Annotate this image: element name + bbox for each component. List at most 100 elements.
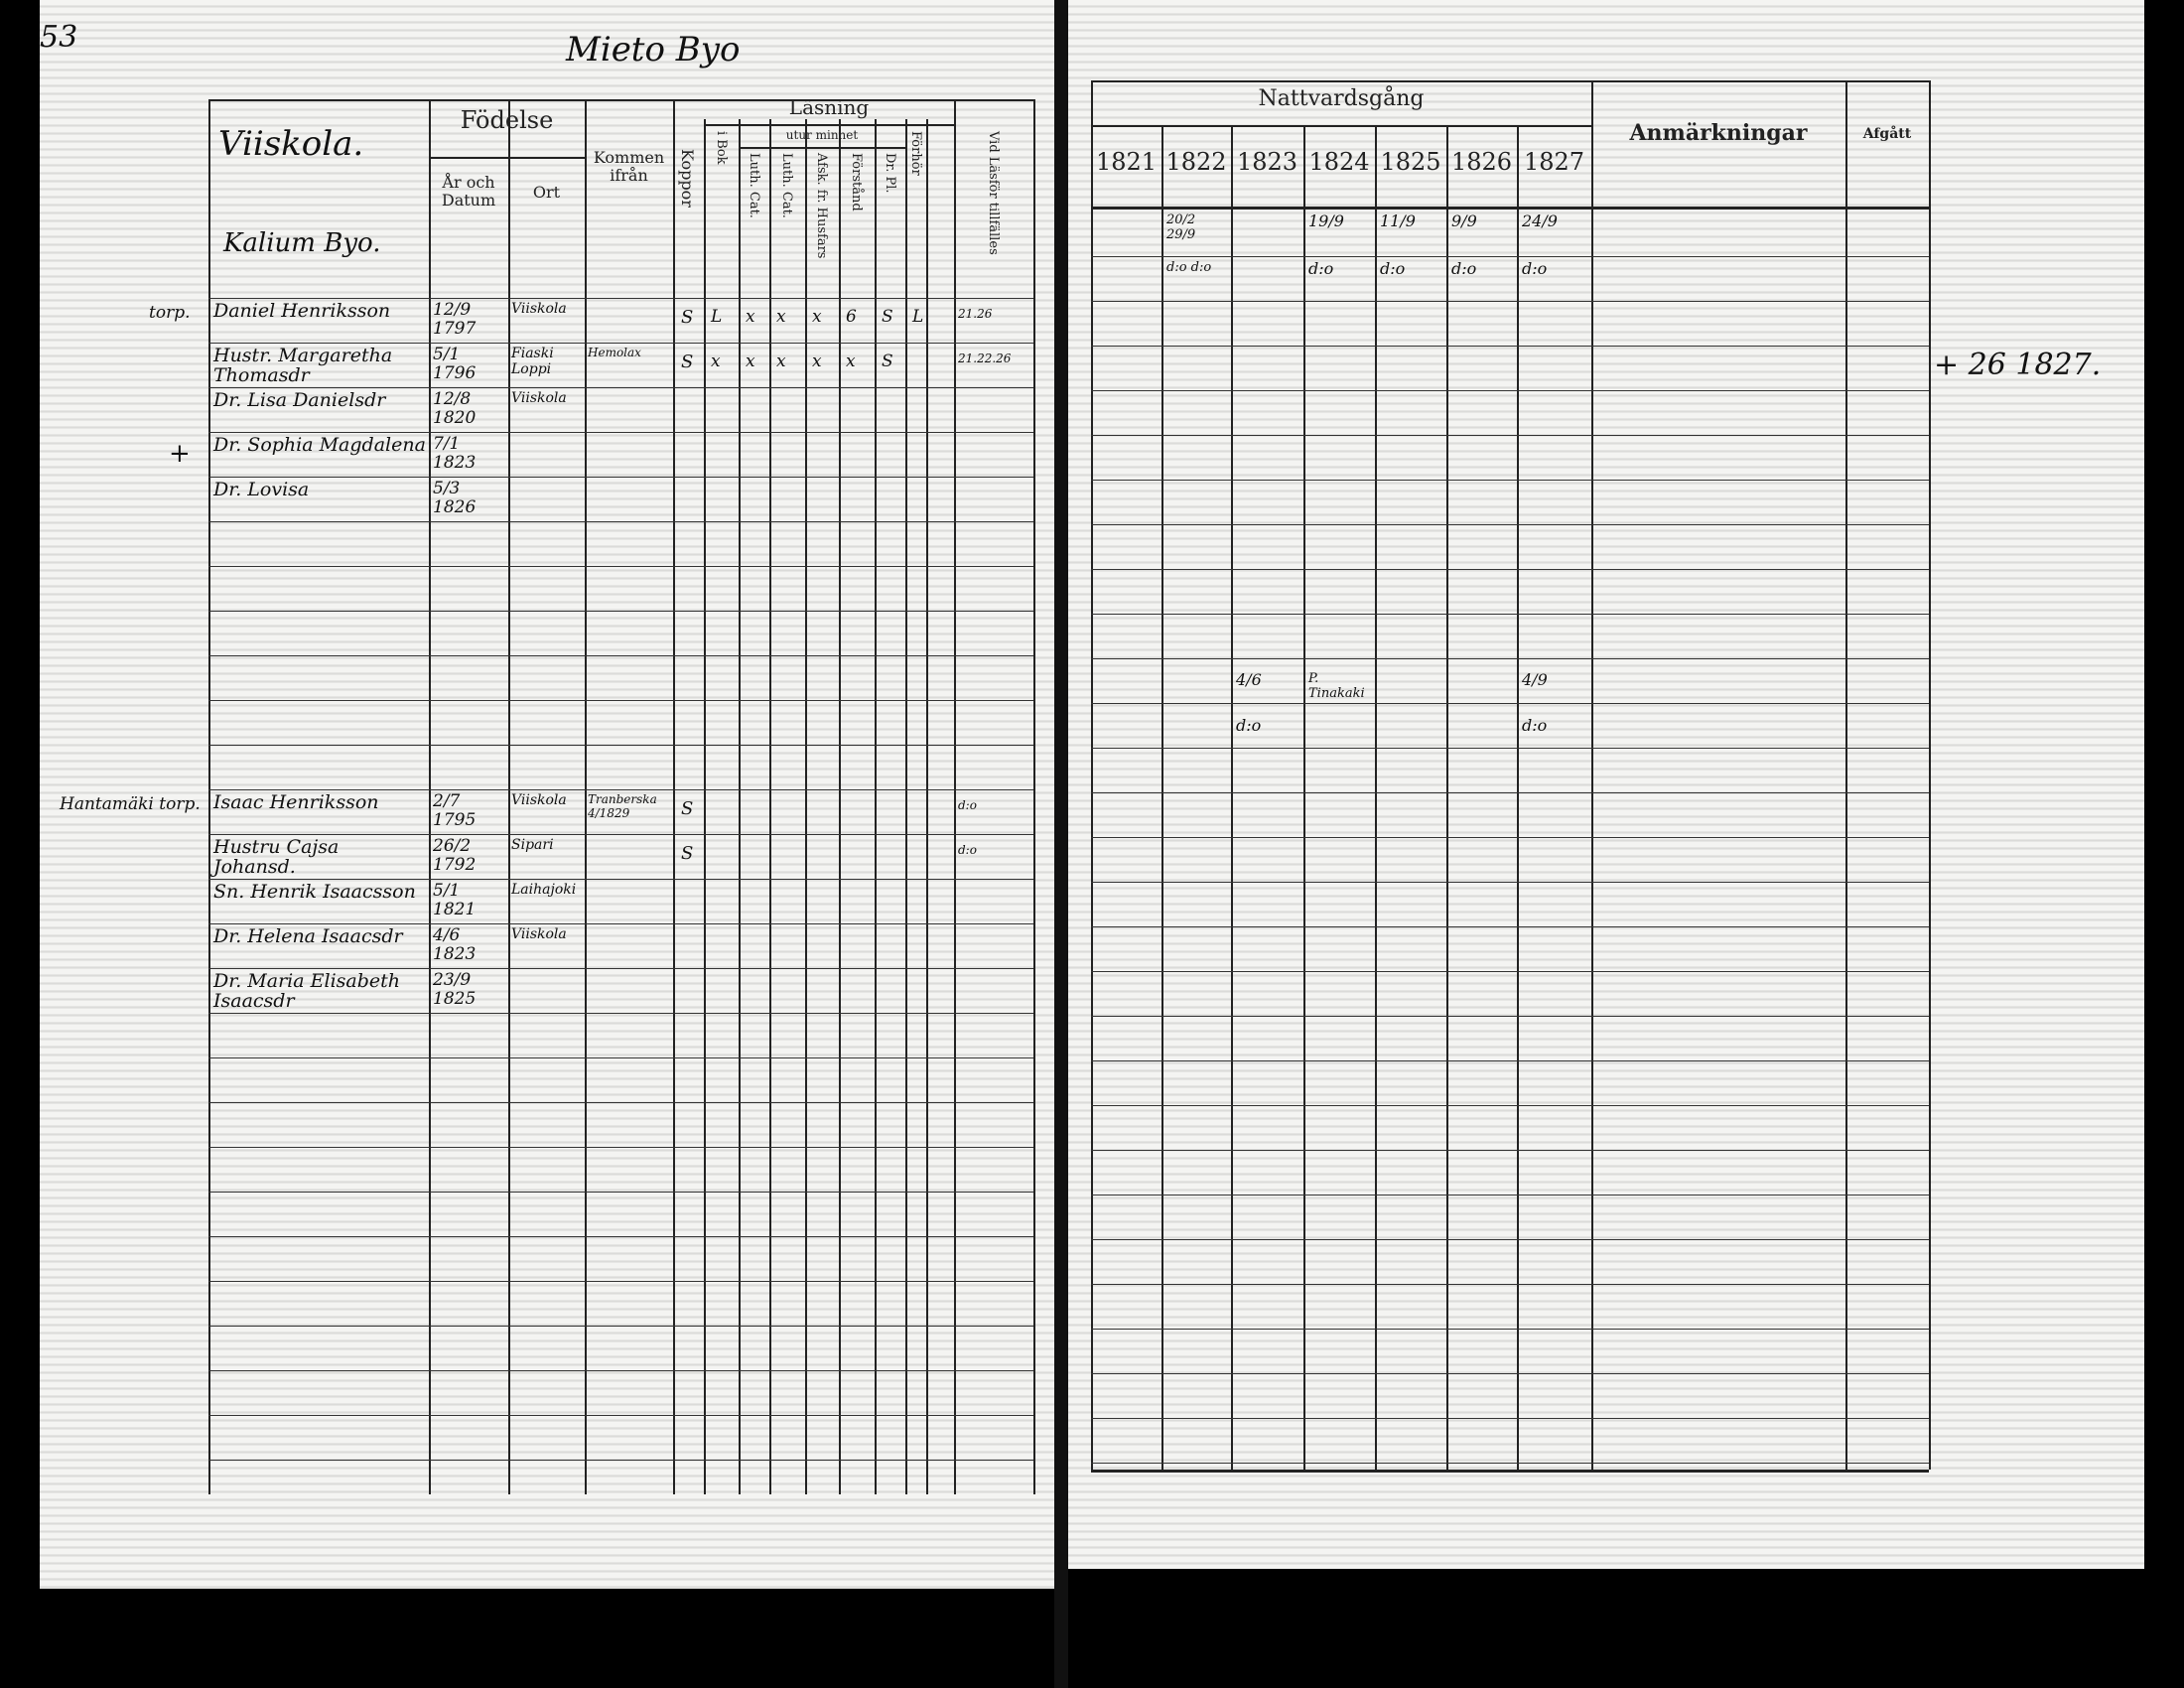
row-line — [208, 566, 1033, 567]
birth-date: 7/1 1823 — [433, 434, 477, 473]
column-divider — [704, 119, 706, 1494]
column-divider — [905, 119, 907, 1494]
row-line — [1091, 480, 1929, 481]
row-line — [1091, 971, 1929, 972]
birth-date: 23/9 1825 — [433, 970, 477, 1009]
lasning-mark: S — [882, 307, 893, 327]
koppor-mark: S — [681, 352, 694, 372]
column-divider — [673, 99, 675, 1494]
birth-date: 4/6 1823 — [433, 925, 477, 964]
lasning-mark: x — [746, 352, 755, 371]
vid-lasf-value: 21.26 — [958, 307, 993, 321]
birth-place: Sipari — [511, 837, 554, 853]
lasning-mark: x — [746, 307, 755, 327]
birth-date: 2/7 1795 — [433, 791, 477, 830]
header-afgatt: Afgått — [1862, 126, 1912, 142]
communion-date: d:o — [1522, 716, 1548, 735]
row-line — [1091, 882, 1929, 883]
header-year: 1823 — [1236, 148, 1298, 176]
column-divider — [585, 99, 587, 1494]
koppor-mark: S — [681, 798, 694, 819]
column-divider — [805, 119, 807, 1494]
lasning-mark: L — [912, 307, 924, 327]
year-divider — [1091, 125, 1591, 127]
row-line — [208, 1415, 1033, 1416]
birth-date: 5/1 1821 — [433, 881, 477, 919]
lasning-mark: L — [711, 307, 723, 327]
column-divider — [429, 99, 431, 1494]
row-line — [208, 343, 1033, 344]
communion-date: 4/9 — [1522, 670, 1548, 689]
lasning-mark: x — [711, 352, 721, 371]
utur-minnet-divider — [739, 147, 905, 149]
lasning-divider — [704, 124, 954, 126]
birth-date: 26/2 1792 — [433, 836, 477, 875]
column-divider — [1033, 99, 1035, 1494]
lasning-mark: 6 — [846, 307, 857, 327]
row-line — [208, 1102, 1033, 1103]
row-line — [1091, 658, 1929, 659]
header-year: 1826 — [1450, 148, 1513, 176]
row-line — [208, 1192, 1033, 1193]
header-forstand: Förstånd — [849, 153, 864, 211]
communion-date: d:o — [1522, 259, 1548, 278]
person-name: Dr. Lisa Danielsdr — [213, 389, 386, 411]
header-year: 1824 — [1308, 148, 1370, 176]
vid-lasf-value: d:o — [958, 843, 977, 857]
person-name: Hustr. Margaretha Thomasdr — [213, 345, 393, 386]
lasning-mark: x — [812, 352, 822, 371]
row-line — [208, 968, 1033, 969]
column-divider — [1375, 125, 1377, 1470]
body-bottom-border — [1091, 1470, 1929, 1473]
column-divider — [208, 99, 210, 1494]
came-from: Hemolax — [588, 346, 641, 359]
household-label: Hantamäki torp. — [60, 794, 201, 814]
row-line — [1091, 748, 1929, 749]
column-divider — [769, 119, 771, 1494]
body-top-border — [1091, 207, 1929, 210]
table-top-border — [1091, 80, 1929, 82]
column-divider — [739, 119, 741, 1494]
row-line — [1091, 1284, 1929, 1285]
row-line — [1091, 1373, 1929, 1374]
place-heading: Viiskola. — [218, 124, 364, 164]
header-col-b: Afsk. fr. Husfars — [814, 153, 829, 259]
birth-place: Laihajoki — [511, 882, 577, 898]
column-divider — [954, 99, 956, 1494]
communion-date: 20/2 29/9 — [1166, 212, 1196, 242]
communion-date: 19/9 — [1308, 211, 1344, 230]
communion-date: P. Tinakaki — [1308, 671, 1365, 701]
row-line — [1091, 1418, 1929, 1419]
communion-date: 11/9 — [1380, 211, 1416, 230]
column-divider — [1303, 125, 1305, 1470]
row-line — [1091, 1060, 1929, 1061]
header-forhor: Förhör — [908, 131, 923, 176]
birth-date: 12/8 1820 — [433, 389, 477, 428]
birth-place: Fiaski Loppi — [511, 346, 554, 377]
lasning-mark: S — [882, 352, 893, 371]
header-anmarkningar: Anmärkningar — [1629, 120, 1808, 146]
row-line — [1091, 256, 1929, 257]
header-koppor: Koppor — [678, 149, 697, 208]
row-line — [1091, 926, 1929, 927]
row-line — [1091, 1463, 1929, 1464]
communion-date: d:o — [1236, 716, 1262, 735]
header-fodelse: Födelse — [460, 106, 554, 134]
row-line — [208, 298, 1033, 299]
place-subheading: Kalium Byo. — [223, 228, 381, 258]
row-line — [1091, 1195, 1929, 1196]
birth-date: 5/1 1796 — [433, 345, 477, 383]
koppor-mark: S — [681, 843, 694, 864]
header-ort: Ort — [532, 183, 561, 202]
column-divider — [508, 99, 510, 1494]
departure-note: + 26 1827. — [1934, 348, 2102, 382]
table-top-border — [208, 99, 1033, 101]
row-line — [1091, 1105, 1929, 1106]
row-line — [208, 1057, 1033, 1058]
person-name: Dr. Lovisa — [213, 479, 310, 500]
communion-date: 9/9 — [1451, 211, 1477, 230]
row-line — [208, 1236, 1033, 1237]
book-binding — [1054, 0, 1068, 1688]
header-lasning: Läsning — [788, 95, 870, 119]
row-line — [208, 477, 1033, 478]
